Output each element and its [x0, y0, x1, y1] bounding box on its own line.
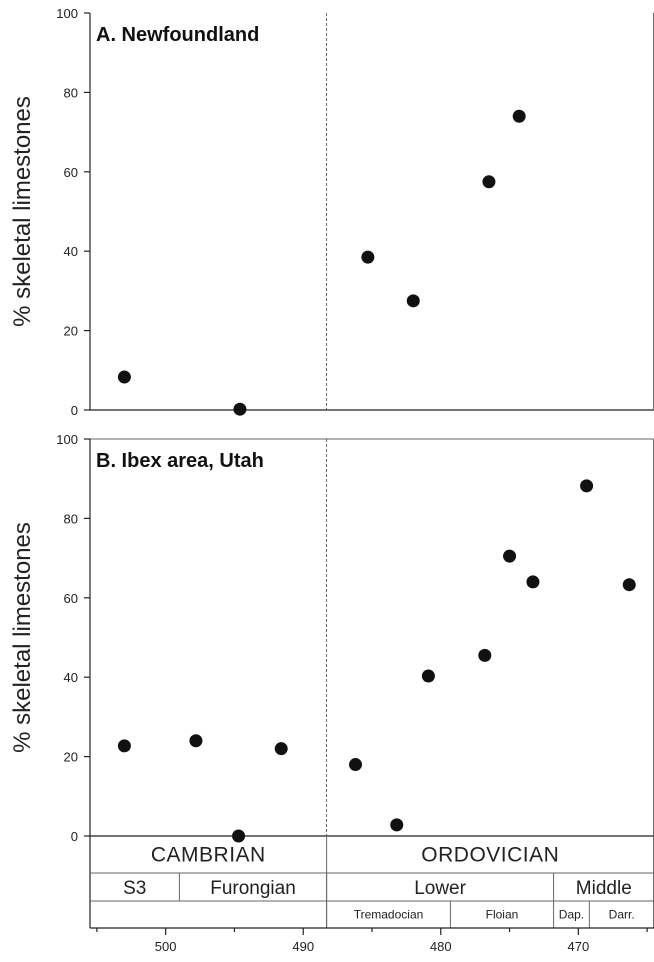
x-tick-label: 490 — [292, 939, 314, 954]
y-axis-label: % skeletal limestones — [9, 96, 36, 327]
x-tick-label: 480 — [430, 939, 452, 954]
y-tick-label: 20 — [64, 324, 78, 339]
data-point — [512, 109, 526, 123]
data-point — [503, 549, 517, 563]
epoch-label: S3 — [123, 878, 146, 899]
panel-title: B. Ibex area, Utah — [96, 450, 264, 472]
stage-label: Darr. — [609, 908, 635, 922]
stage-label: Dap. — [559, 908, 584, 922]
data-point — [232, 829, 246, 843]
stage-label: Tremadocian — [354, 908, 424, 922]
data-point — [189, 734, 203, 748]
panel-title: A. Newfoundland — [96, 24, 259, 46]
data-point — [361, 250, 375, 264]
y-tick-label: 100 — [56, 432, 78, 447]
data-point — [421, 669, 435, 683]
y-tick-label: 60 — [64, 591, 78, 606]
y-tick-label: 40 — [64, 670, 78, 685]
epoch-label: Lower — [414, 878, 466, 899]
data-point — [390, 818, 404, 832]
panel-b: 0 20 40 60 80 100 % skeletal limestones B. Ibex… — [9, 432, 654, 844]
x-tick-label: 470 — [567, 939, 589, 954]
data-point — [622, 578, 636, 592]
x-tick-label: 500 — [155, 939, 177, 954]
data-point — [580, 479, 594, 493]
data-point — [482, 175, 496, 189]
data-point — [274, 742, 288, 756]
data-point — [348, 758, 362, 772]
data-point — [117, 739, 131, 753]
data-point — [478, 648, 492, 662]
y-tick-label: 0 — [71, 403, 78, 418]
data-point — [117, 370, 131, 384]
y-tick-label: 0 — [71, 829, 78, 844]
y-tick-label: 80 — [64, 85, 78, 100]
data-point — [406, 294, 420, 308]
y-tick-label: 20 — [64, 750, 78, 765]
y-axis-label: % skeletal limestones — [9, 522, 36, 753]
y-tick-label: 100 — [56, 6, 78, 21]
data-point — [233, 402, 247, 416]
y-tick-label: 40 — [64, 244, 78, 259]
era-label: ORDOVICIAN — [421, 844, 559, 867]
era-label: CAMBRIAN — [151, 844, 266, 867]
geologic-timescale: CAMBRIAN ORDOVICIAN S3 Furongian Lower Middle… — [89, 836, 654, 928]
epoch-label: Furongian — [210, 878, 296, 899]
epoch-label: Middle — [576, 878, 632, 899]
y-tick-label: 80 — [64, 511, 78, 526]
data-point — [526, 575, 540, 589]
panel-a: 0 20 40 60 80 100 % skeletal limestones A. Newf… — [9, 6, 654, 418]
stage-label: Floian — [486, 908, 519, 922]
y-tick-label: 60 — [64, 165, 78, 180]
x-axis: 500 490 480 470 — [90, 927, 654, 954]
